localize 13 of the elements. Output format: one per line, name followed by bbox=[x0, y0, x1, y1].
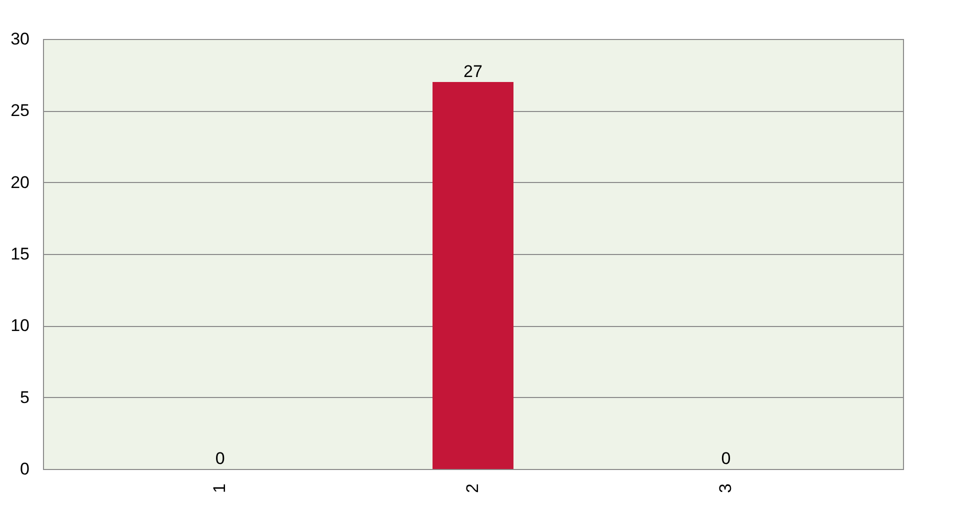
y-tick-label: 25 bbox=[10, 101, 30, 120]
y-tick-label: 20 bbox=[10, 172, 30, 192]
x-tick-label: 3 bbox=[716, 484, 735, 493]
y-tick-label: 0 bbox=[20, 460, 30, 478]
data-label: 0 bbox=[215, 449, 225, 468]
data-label: 27 bbox=[464, 62, 482, 81]
data-label: 0 bbox=[721, 449, 731, 468]
x-tick-label: 2 bbox=[463, 484, 482, 493]
y-tick-label: 10 bbox=[10, 316, 30, 336]
x-tick-label: 1 bbox=[210, 484, 230, 493]
y-tick-label: 5 bbox=[20, 388, 30, 407]
y-tick-label: 30 bbox=[10, 30, 30, 48]
y-tick-label: 15 bbox=[10, 244, 30, 264]
